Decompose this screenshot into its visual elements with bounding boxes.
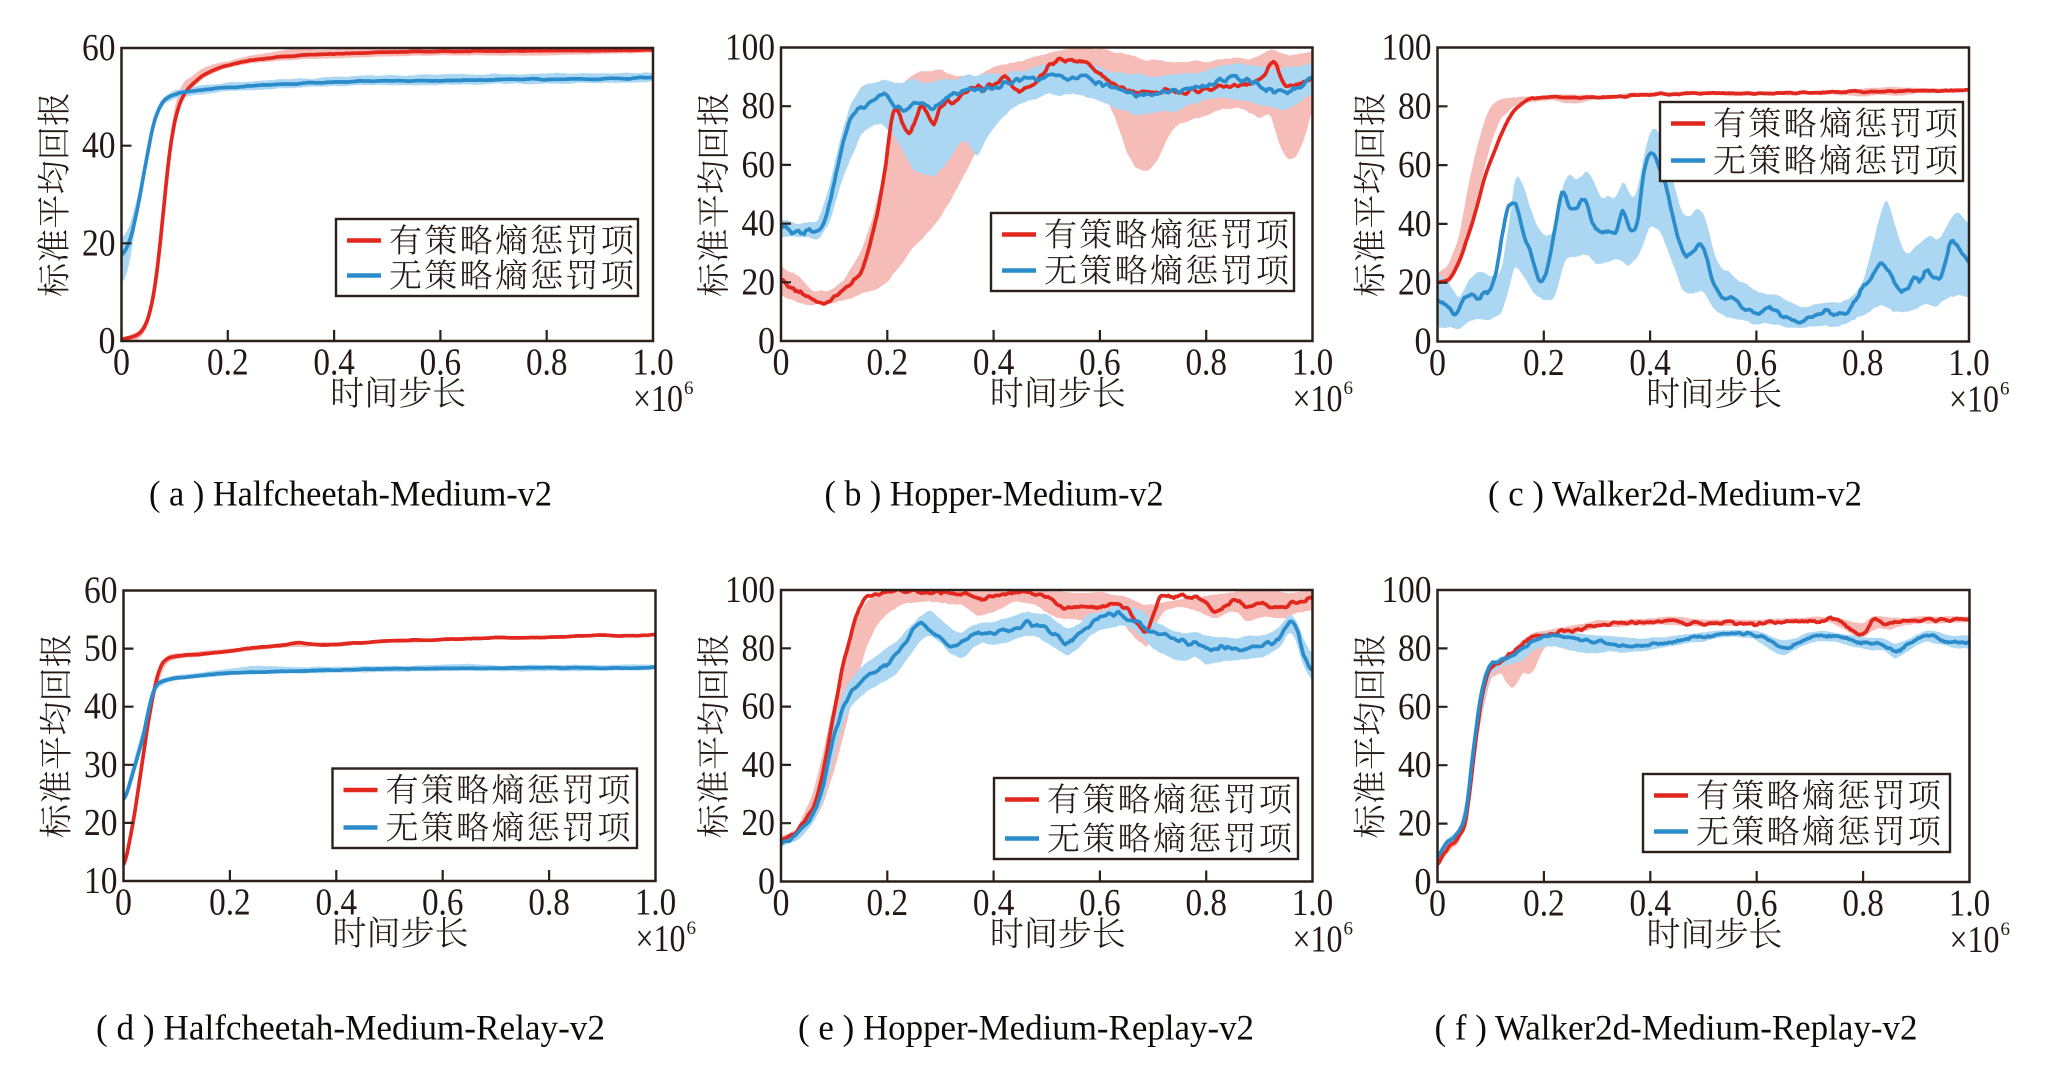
svg-text:60: 60 <box>742 144 776 186</box>
svg-text:×10: ×10 <box>1293 919 1343 961</box>
svg-text:80: 80 <box>1398 85 1432 127</box>
svg-text:( c ) Walker2d-Medium-v2: ( c ) Walker2d-Medium-v2 <box>1488 474 1862 514</box>
svg-text:( a ) Halfcheetah-Medium-v2: ( a ) Halfcheetah-Medium-v2 <box>149 474 552 514</box>
svg-text:( b ) Hopper-Medium-v2: ( b ) Hopper-Medium-v2 <box>825 474 1164 514</box>
svg-text:0.6: 0.6 <box>1736 883 1778 925</box>
svg-text:0.4: 0.4 <box>1629 342 1671 384</box>
svg-text:0.2: 0.2 <box>867 882 909 924</box>
svg-text:40: 40 <box>82 125 116 167</box>
svg-text:×10: ×10 <box>633 378 683 420</box>
svg-text:20: 20 <box>84 802 118 844</box>
svg-text:6: 6 <box>2001 919 2011 940</box>
svg-text:( e ) Hopper-Medium-Replay-v2: ( e ) Hopper-Medium-Replay-v2 <box>798 1008 1254 1048</box>
svg-text:100: 100 <box>725 569 775 611</box>
svg-text:40: 40 <box>742 203 776 245</box>
svg-text:100: 100 <box>725 27 775 69</box>
svg-text:60: 60 <box>742 686 776 728</box>
svg-text:1.0: 1.0 <box>1292 342 1334 384</box>
svg-text:0: 0 <box>99 320 116 362</box>
svg-text:0: 0 <box>1415 321 1432 363</box>
svg-text:0: 0 <box>773 882 790 924</box>
svg-text:0.6: 0.6 <box>420 342 462 384</box>
svg-text:×10: ×10 <box>1949 379 1999 421</box>
svg-text:80: 80 <box>1398 627 1432 669</box>
svg-text:0.6: 0.6 <box>1079 882 1121 924</box>
svg-text:6: 6 <box>687 918 697 939</box>
svg-text:0: 0 <box>113 342 130 384</box>
svg-text:10: 10 <box>84 860 118 902</box>
svg-text:0.8: 0.8 <box>526 342 568 384</box>
svg-text:80: 80 <box>742 85 776 127</box>
svg-text:0.8: 0.8 <box>1842 342 1884 384</box>
svg-text:1.0: 1.0 <box>632 342 674 384</box>
svg-text:20: 20 <box>1398 803 1432 845</box>
svg-text:0.4: 0.4 <box>973 882 1015 924</box>
svg-text:0.2: 0.2 <box>1523 342 1565 384</box>
svg-text:0.8: 0.8 <box>1185 342 1227 384</box>
svg-text:6: 6 <box>2000 379 2010 400</box>
svg-text:( d ) Halfcheetah-Medium-Relay: ( d ) Halfcheetah-Medium-Relay-v2 <box>96 1008 605 1048</box>
svg-text:1.0: 1.0 <box>1292 882 1334 924</box>
svg-text:0.2: 0.2 <box>867 342 909 384</box>
svg-text:30: 30 <box>84 744 118 786</box>
svg-text:0.6: 0.6 <box>1079 342 1121 384</box>
svg-text:40: 40 <box>1398 203 1432 245</box>
svg-text:40: 40 <box>84 686 118 728</box>
svg-text:50: 50 <box>84 628 118 670</box>
svg-text:0.2: 0.2 <box>209 882 251 924</box>
svg-text:20: 20 <box>1398 262 1432 304</box>
svg-text:0.4: 0.4 <box>1630 883 1672 925</box>
svg-text:40: 40 <box>1398 744 1432 786</box>
svg-text:0.6: 0.6 <box>1736 342 1778 384</box>
svg-text:0.2: 0.2 <box>1523 883 1565 925</box>
svg-text:( f ) Walker2d-Medium-Replay-v: ( f ) Walker2d-Medium-Replay-v2 <box>1435 1008 1918 1048</box>
svg-text:100: 100 <box>1382 569 1432 611</box>
svg-text:60: 60 <box>84 570 118 612</box>
svg-text:0: 0 <box>1429 883 1446 925</box>
svg-text:60: 60 <box>1398 686 1432 728</box>
svg-text:20: 20 <box>742 261 776 303</box>
svg-text:0: 0 <box>1415 861 1432 903</box>
svg-text:0: 0 <box>773 342 790 384</box>
svg-text:0: 0 <box>115 882 132 924</box>
svg-text:0: 0 <box>758 320 775 362</box>
svg-text:80: 80 <box>742 627 776 669</box>
svg-text:60: 60 <box>1398 144 1432 186</box>
svg-text:6: 6 <box>684 378 694 399</box>
svg-text:20: 20 <box>82 222 116 264</box>
svg-text:1.0: 1.0 <box>635 882 677 924</box>
svg-text:6: 6 <box>1344 919 1354 940</box>
svg-text:×10: ×10 <box>636 918 686 960</box>
svg-text:0.6: 0.6 <box>422 882 464 924</box>
svg-text:60: 60 <box>82 27 116 69</box>
svg-text:×10: ×10 <box>1950 919 2000 961</box>
svg-text:1.0: 1.0 <box>1949 883 1991 925</box>
svg-text:0.8: 0.8 <box>528 882 570 924</box>
svg-text:20: 20 <box>742 802 776 844</box>
svg-text:0.8: 0.8 <box>1842 883 1884 925</box>
svg-text:0.4: 0.4 <box>316 882 358 924</box>
svg-text:6: 6 <box>1344 378 1354 399</box>
svg-text:0.8: 0.8 <box>1185 882 1227 924</box>
svg-text:0: 0 <box>1429 342 1446 384</box>
svg-text:1.0: 1.0 <box>1948 342 1990 384</box>
svg-text:0.2: 0.2 <box>207 342 249 384</box>
svg-text:0.4: 0.4 <box>313 342 355 384</box>
svg-text:0: 0 <box>758 861 775 903</box>
svg-text:100: 100 <box>1382 27 1432 69</box>
svg-text:0.4: 0.4 <box>973 342 1015 384</box>
svg-text:×10: ×10 <box>1293 378 1343 420</box>
svg-text:40: 40 <box>742 744 776 786</box>
